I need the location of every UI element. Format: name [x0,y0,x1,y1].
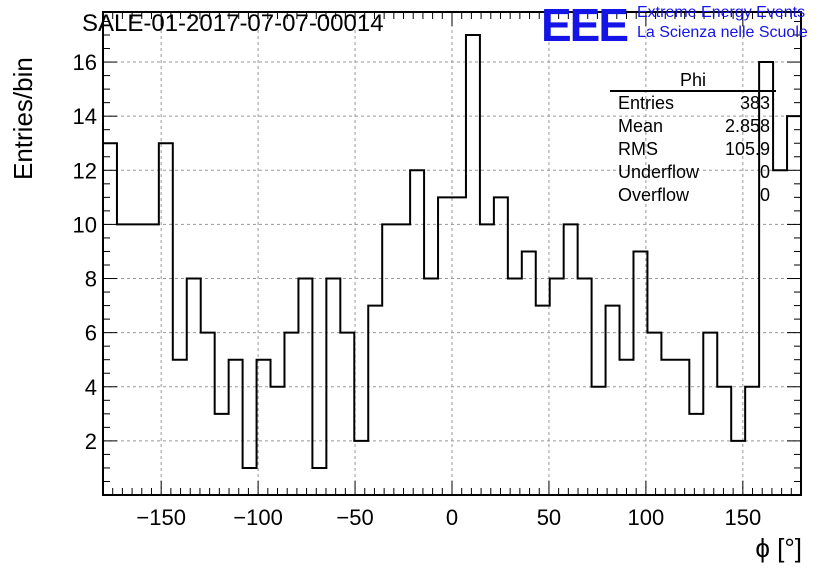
x-tick-label: 100 [628,505,665,530]
histogram-bin [382,224,396,495]
histogram-bin [536,306,550,495]
histogram-bin [396,224,410,495]
histogram-bin [354,441,368,495]
y-axis-label: Entries/bin [8,57,38,180]
stats-row-underflow: Underflow 0 [610,161,776,184]
stats-row-rms: RMS 105.9 [610,138,776,161]
histogram-bin [480,224,494,495]
histogram-bin [633,251,647,495]
x-tick-label: 50 [537,505,561,530]
stats-row-entries: Entries 383 [610,92,776,115]
histogram-bin [368,306,382,495]
x-tick-label: −100 [233,505,283,530]
y-tick-label: 10 [73,212,97,237]
x-axis-label: ϕ [°] [755,533,802,563]
stats-row-mean: Mean 2.858 [610,115,776,138]
histogram-bin [131,224,145,495]
histogram-bin [215,414,229,495]
histogram-bin [494,197,508,495]
histogram-outline [103,34,801,469]
logo-line-2: La Scienza nelle Scuole [637,24,808,41]
histogram-bin [173,360,187,495]
x-tick-label: 150 [724,505,761,530]
logo-line-1: Extreme Energy Events [637,4,806,21]
chart-title: SALE-01-2017-07-07-00014 [82,10,384,37]
histogram-bin [689,414,703,495]
stats-label: RMS [618,139,658,159]
y-tick-label: 6 [85,321,97,346]
histogram-bin [606,306,620,495]
y-tick-label: 2 [85,429,97,454]
histogram-bin [522,251,536,495]
histogram-bin [201,333,215,495]
histogram-bin [145,224,159,495]
stats-value: 0 [759,185,770,205]
stats-label: Overflow [618,185,690,205]
histogram-bin [675,360,689,495]
stats-label: Entries [618,93,675,113]
stats-box: Phi Entries 383 Mean 2.858 RMS 105.9 Und… [610,70,776,207]
y-tick-label: 14 [73,104,97,129]
plot-frame [102,11,802,496]
histogram-bin [438,197,452,495]
histogram-bin [452,197,466,495]
stats-value: 105.9 [724,139,770,159]
stats-row-overflow: Overflow 0 [610,184,776,207]
x-tick-label: 0 [446,505,458,530]
y-tick-label: 4 [85,375,97,400]
histogram-bin [257,360,271,495]
histogram-bin [647,333,661,495]
eee-logo: EEE [541,0,629,51]
stats-box-title: Phi [610,70,776,92]
eee-logo-text: Extreme Energy Events La Scienza nelle S… [637,3,808,43]
histogram-bin [620,360,634,495]
histogram-bin [661,360,675,495]
stats-label: Underflow [618,162,700,182]
histogram-bin [117,224,131,495]
stats-value: 2.858 [724,116,770,136]
stats-label: Mean [618,116,664,136]
x-tick-label: −150 [136,505,186,530]
histogram-bin [340,333,354,495]
histogram-bin [229,360,243,495]
stats-value: 0 [759,162,770,182]
y-tick-label: 12 [73,158,97,183]
y-tick-label: 16 [73,50,97,75]
y-tick-label: 8 [85,267,97,292]
histogram-bin [284,333,298,495]
histogram-bin [564,224,578,495]
stats-value: 383 [739,93,770,113]
x-tick-label: −50 [336,505,373,530]
histogram-bin [243,468,257,495]
histogram-bin [703,333,717,495]
histogram-bin [312,468,326,495]
histogram-bin [298,279,312,495]
histogram-bin [466,35,480,495]
